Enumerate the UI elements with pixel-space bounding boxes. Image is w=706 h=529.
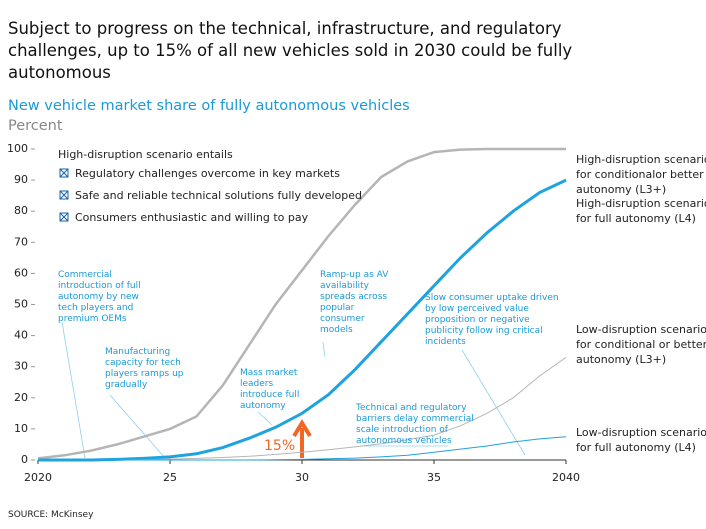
x-tick-label: 30 xyxy=(295,471,309,484)
annotation: Technical and regulatory barriers delay … xyxy=(356,403,474,446)
y-tick-label: 40 xyxy=(14,329,28,342)
y-tick-label: 20 xyxy=(14,391,28,404)
arrow xyxy=(292,419,312,458)
legend-label: High-disruption scenario for conditional… xyxy=(576,153,706,196)
y-tick-label: 100 xyxy=(7,142,28,155)
annotation: Commercial introduction of full autonomy… xyxy=(58,270,141,324)
y-tick-label: 10 xyxy=(14,422,28,435)
leader-lines xyxy=(61,321,526,459)
scenario-item: Consumers enthusiastic and willing to pa… xyxy=(75,211,309,224)
headline: Subject to progress on the technical, in… xyxy=(8,19,573,82)
scenario-item: Regulatory challenges overcome in key ma… xyxy=(75,167,340,180)
x-tick-label: 2040 xyxy=(552,471,580,484)
chart-title: New vehicle market share of fully autono… xyxy=(8,98,410,114)
legend-label: Low-disruption scenario for conditional … xyxy=(576,323,706,366)
y-tick-label: 50 xyxy=(14,298,28,311)
x-tick-label: 35 xyxy=(427,471,441,484)
source: SOURCE: McKinsey xyxy=(8,510,94,520)
y-tick-label: 70 xyxy=(14,235,28,248)
x-tick-label: 2020 xyxy=(24,471,52,484)
series-line xyxy=(37,147,566,460)
checkboxes xyxy=(59,168,69,222)
y-tick-label: 30 xyxy=(14,360,28,373)
series-line xyxy=(38,178,567,462)
legend-label: Low-disruption scenario for full autonom… xyxy=(576,426,706,454)
scenario-heading: High-disruption scenario entails xyxy=(58,148,233,161)
annotation: Ramp-up as AV availability spreads acros… xyxy=(320,270,389,335)
y-tick-label: 60 xyxy=(14,266,28,279)
legend-label: High-disruption scenario for full autono… xyxy=(576,197,706,225)
scenario-item: Safe and reliable technical solutions fu… xyxy=(75,189,363,202)
annotation: Mass market leaders introduce full auton… xyxy=(240,368,300,411)
y-tick-label: 90 xyxy=(14,173,28,186)
chart-subtitle: Percent xyxy=(8,118,63,134)
annotation: Manufacturing capacity for tech players … xyxy=(105,347,184,390)
series-line xyxy=(38,436,567,461)
x-tick-label: 25 xyxy=(163,471,177,484)
annotation: Slow consumer uptake driven by low perce… xyxy=(425,293,559,347)
y-tick-label: 80 xyxy=(14,204,28,217)
y-tick-label: 0 xyxy=(21,453,28,466)
annotation: 15% xyxy=(264,438,296,454)
